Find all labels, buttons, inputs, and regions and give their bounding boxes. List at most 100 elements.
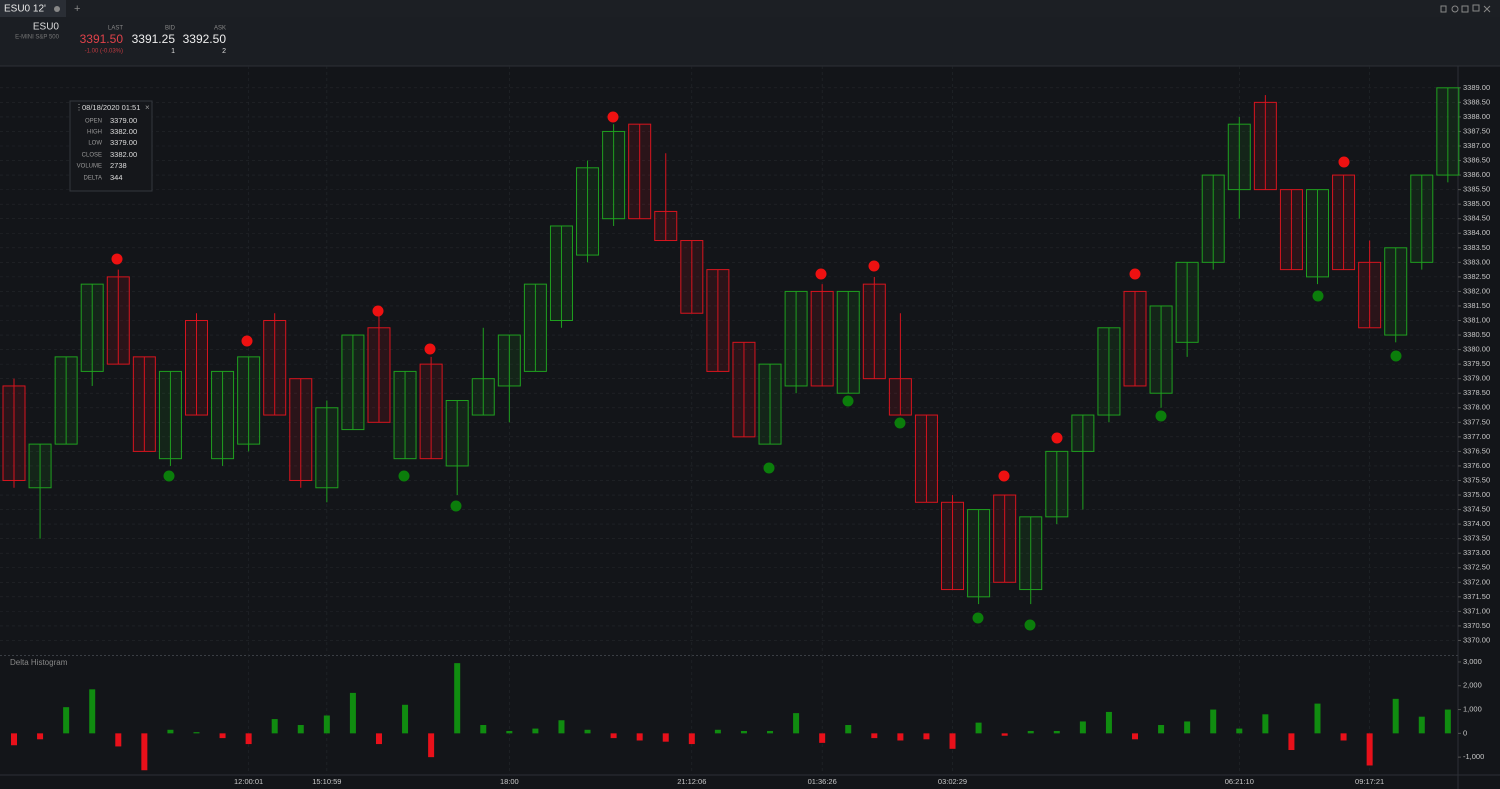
candle-body [941, 501, 965, 591]
sell-signal [1129, 268, 1141, 280]
info-title: 08/18/2020 01:51 [82, 103, 140, 112]
candle-body [1384, 247, 1408, 336]
delta-bar [793, 713, 800, 734]
signal-markers [111, 111, 1402, 631]
delta-bar [193, 732, 200, 734]
icon-minimize[interactable] [1461, 5, 1469, 13]
ask-size: 2 [222, 48, 226, 55]
candle-body [1279, 189, 1303, 271]
buy-signal [163, 470, 175, 482]
delta-bar [636, 733, 643, 741]
bid-price: 3391.25 [132, 32, 176, 46]
info-close[interactable]: × [145, 103, 150, 112]
candle-body [967, 509, 991, 598]
info-label: HIGH [87, 130, 102, 136]
add-tab[interactable]: + [74, 3, 80, 15]
buy-signal [1390, 350, 1402, 362]
bid-size: 1 [171, 48, 175, 55]
delta-bar [610, 733, 617, 739]
y-tick-label: 3,000 [1463, 657, 1482, 666]
candle-body [393, 370, 417, 460]
delta-bar [584, 729, 591, 734]
x-tick-label: 21:12:06 [677, 777, 706, 786]
last-label: LAST [108, 26, 123, 32]
info-label: OPEN [85, 119, 102, 125]
plot: 3370.00 3370.50 3371.00 3371.50 3372.00 3372.… [0, 66, 1490, 786]
info-label: DELTA [84, 176, 102, 182]
last-price: 3391.50 [80, 32, 124, 46]
candle-body [184, 320, 208, 416]
y-tick-label: 3389.00 [1463, 83, 1490, 92]
x-tick-label: 06:21:10 [1225, 777, 1254, 786]
y-tick-label: 3378.00 [1463, 403, 1490, 412]
candle-body [1227, 123, 1251, 191]
delta-bar [949, 733, 956, 749]
delta-bar [897, 733, 904, 741]
delta-bar [63, 707, 70, 734]
candle-body [1436, 87, 1460, 176]
sell-signal [111, 253, 123, 265]
y-tick-label: 3376.50 [1463, 446, 1490, 455]
candle-body [1097, 327, 1121, 416]
y-tick-label: 3386.50 [1463, 156, 1490, 165]
y-tick-label: 3381.50 [1463, 301, 1490, 310]
delta-bar [297, 725, 304, 734]
candle-body [263, 320, 287, 416]
candle-body [419, 363, 443, 460]
y-tick-label: 3376.00 [1463, 461, 1490, 470]
x-tick-label: 18:00 [500, 777, 519, 786]
y-tick-label: 3388.00 [1463, 112, 1490, 121]
candle-body [1019, 516, 1043, 591]
candle-body [1253, 101, 1277, 191]
x-tick-label: 12:00:01 [234, 777, 263, 786]
candle-body [654, 210, 678, 242]
buy-signal [842, 395, 854, 407]
delta-bar [245, 733, 252, 745]
candle-body [1332, 174, 1356, 271]
info-value: 2738 [110, 161, 127, 170]
buy-signal [1155, 410, 1167, 422]
delta-bar [1444, 709, 1451, 734]
candle-body [836, 290, 860, 394]
delta-bar [714, 729, 721, 734]
icon-popout[interactable] [1472, 4, 1480, 12]
info-menu[interactable]: ⋮ [75, 103, 83, 112]
delta-bar [1262, 714, 1269, 734]
delta-bar [845, 725, 852, 734]
y-tick-label: 3380.00 [1463, 345, 1490, 354]
buy-signal [398, 470, 410, 482]
candle-body [602, 130, 626, 220]
delta-bar [688, 733, 695, 745]
candle-body [784, 290, 808, 387]
candle-body [132, 356, 156, 452]
ask-price: 3392.50 [183, 32, 227, 46]
panel-title: Delta Histogram [10, 658, 68, 667]
y-tick-label: 3382.50 [1463, 272, 1490, 281]
y-tick-label: 3374.50 [1463, 505, 1490, 514]
delta-bar [349, 692, 356, 734]
delta-bar [271, 719, 278, 734]
buy-signal [1024, 619, 1036, 631]
y-tick-label: 3379.00 [1463, 374, 1490, 383]
candle-body [1175, 261, 1199, 343]
delta-bar [115, 733, 122, 747]
tab[interactable] [0, 0, 66, 17]
buy-signal [972, 612, 984, 624]
icon-close[interactable] [1483, 5, 1491, 13]
candle-body [445, 399, 469, 467]
y-tick-label: 3377.50 [1463, 417, 1490, 426]
icon-link[interactable] [1440, 5, 1447, 13]
candle-body [549, 225, 573, 322]
y-tick-label: 3384.00 [1463, 228, 1490, 237]
delta-bar [1001, 733, 1008, 736]
y-tick-label: 3378.50 [1463, 388, 1490, 397]
tab-close[interactable] [54, 6, 60, 12]
delta-bar [1288, 733, 1295, 751]
icon-settings[interactable] [1451, 5, 1459, 13]
candle-body [914, 414, 938, 503]
delta-bar [323, 715, 330, 734]
y-tick-label: 3370.50 [1463, 621, 1490, 630]
sell-signal [868, 260, 880, 272]
y-tick-label: 3372.50 [1463, 563, 1490, 572]
